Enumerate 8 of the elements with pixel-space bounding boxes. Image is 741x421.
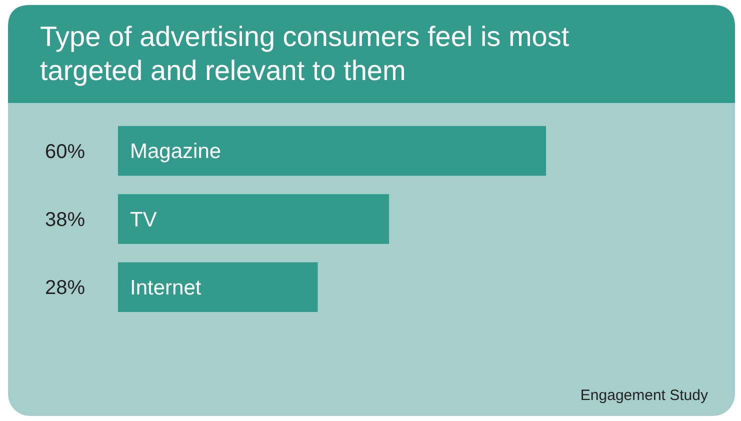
chart-title: Type of advertising consumers feel is most targeted and relevant to them [40, 21, 570, 86]
data-label: 28% [45, 277, 86, 300]
y-tick-label: Internet [130, 276, 202, 300]
y-tick-label: Magazine [130, 140, 222, 164]
data-label: 60% [45, 140, 86, 163]
y-tick-label: TV [130, 208, 157, 232]
text: Engagement Study [580, 387, 708, 404]
data-label: 38% [45, 209, 86, 231]
